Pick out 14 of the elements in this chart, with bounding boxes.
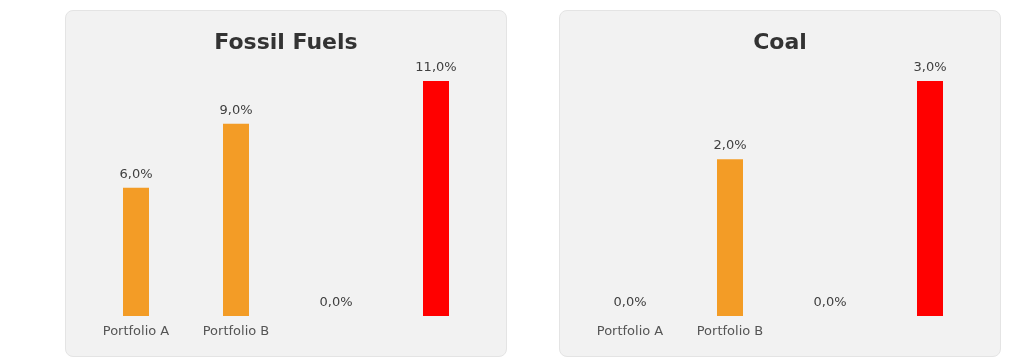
x-tick-label: Portfolio B <box>696 323 764 338</box>
x-tick-label: Portfolio A <box>102 323 170 338</box>
chart-title: Coal <box>753 28 807 54</box>
data-label: 3,0% <box>913 59 947 74</box>
data-label: 0,0% <box>319 294 353 309</box>
data-label: 0,0% <box>813 294 847 309</box>
chart-title: Fossil Fuels <box>214 28 358 54</box>
data-label: 9,0% <box>219 101 253 117</box>
data-label: 11,0% <box>415 59 457 74</box>
x-tick-label: Portfolio B <box>202 323 270 338</box>
data-label: 2,0% <box>713 137 747 153</box>
data-label: 6,0% <box>119 165 153 181</box>
x-tick-label: Portfolio A <box>596 323 664 338</box>
data-label: 0,0% <box>613 294 647 309</box>
